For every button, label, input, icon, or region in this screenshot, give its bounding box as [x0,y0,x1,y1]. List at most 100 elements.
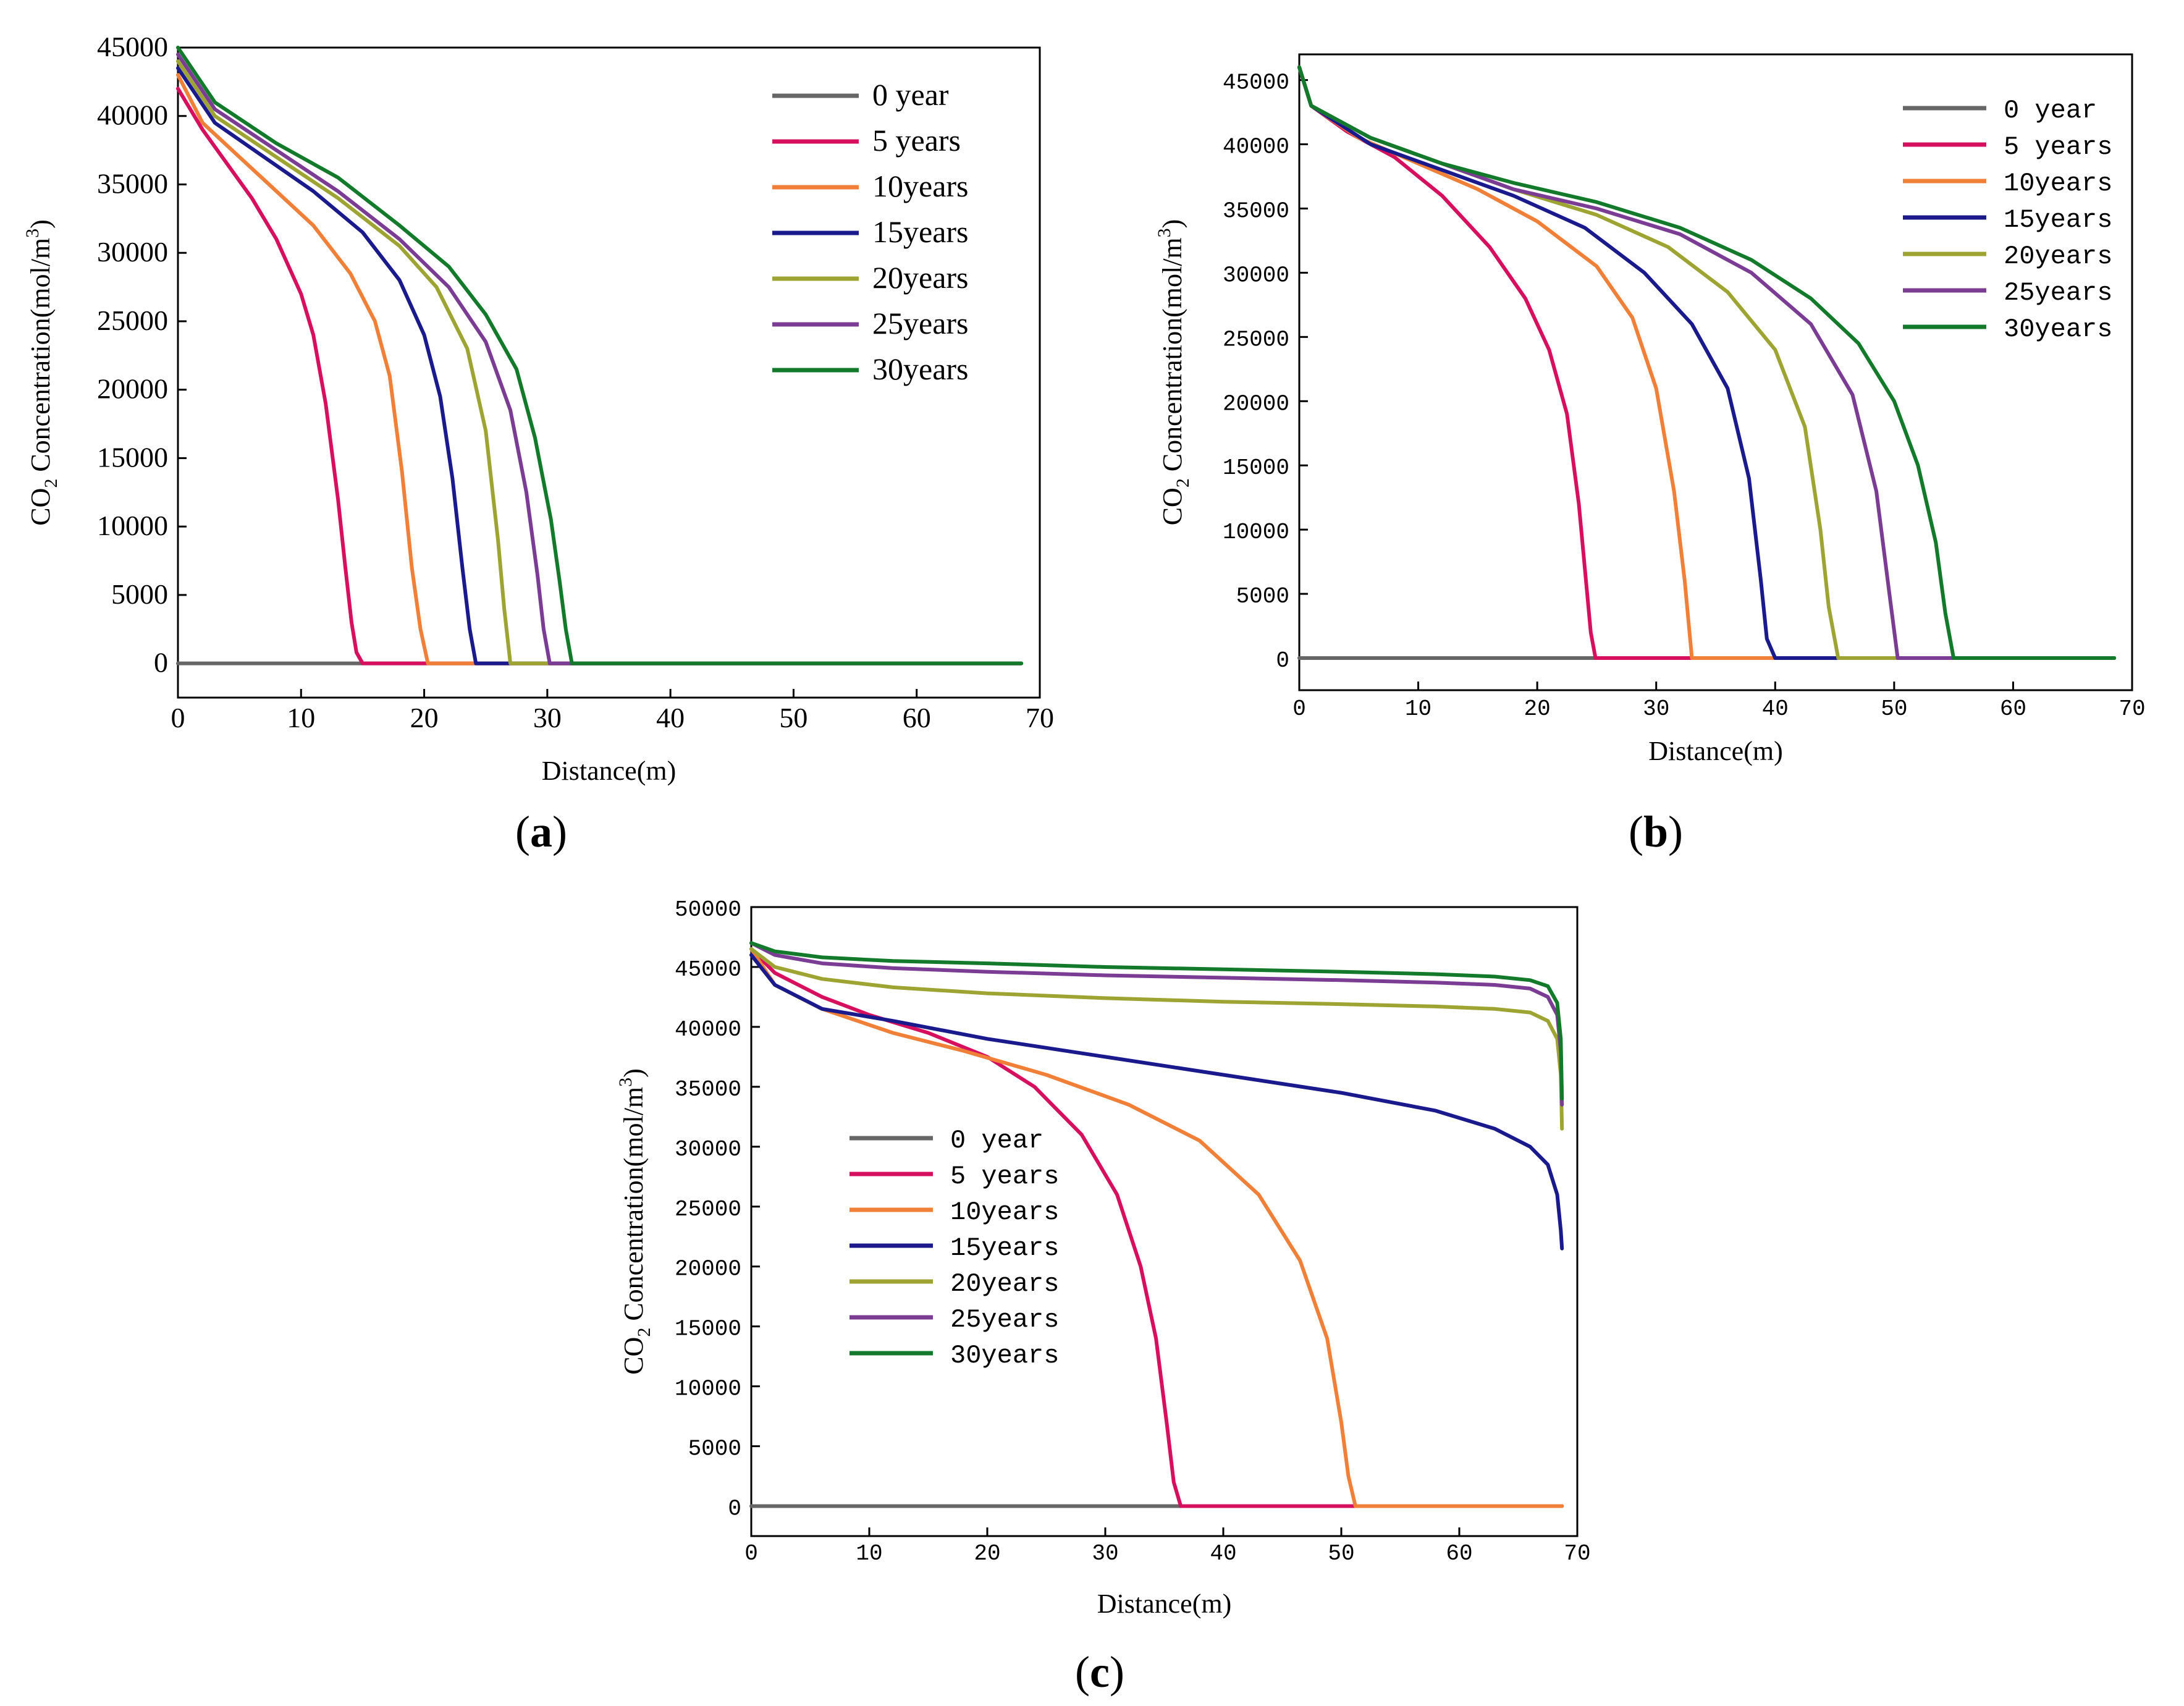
y-tick-label: 45000 [1223,70,1289,96]
x-tick-label: 70 [2119,696,2145,722]
legend-label: 0 year [2004,96,2097,125]
series-line-30years [176,46,1024,665]
x-tick-label: 60 [1446,1541,1472,1566]
y-tick-label: 5000 [1236,584,1289,609]
legend-label: 10years [872,169,969,203]
legend-label: 20years [872,260,969,295]
y-tick-label: 35000 [97,167,168,199]
x-tick-label: 70 [1564,1541,1590,1566]
series-line-20years [749,947,1564,1131]
legend: 0 year 5 years 10years 15years 20years 25year… [1903,96,2112,344]
y-tick-label: 5000 [111,578,168,610]
legend-label: 5 years [872,123,961,158]
x-tick-label: 10 [1405,696,1431,722]
series-line-15years [176,66,1024,665]
y-tick-label: 10000 [675,1377,741,1402]
y-tick-label: 25000 [97,305,168,336]
y-tick-label: 45000 [675,957,741,982]
legend-label: 15years [872,214,969,249]
plot-frame [750,906,1579,1537]
y-tick-label: 30000 [675,1137,741,1162]
series-line-10years [176,73,1024,665]
y-tick-label: 40000 [675,1017,741,1042]
series-line-15years [1297,65,2117,660]
legend-label: 0 year [950,1126,1044,1155]
series-line-25years [176,53,1024,665]
legend-label: 20years [950,1269,1059,1299]
series-line-25years [749,941,1564,1107]
legend-label: 10years [950,1197,1059,1227]
y-tick-label: 5000 [688,1437,741,1462]
x-axis-title: Distance(m) [1648,736,1782,766]
series-line-5-years [749,947,1564,1508]
y-tick-label: 0 [154,647,168,678]
y-tick-label: 25000 [1223,327,1289,352]
x-axis-title: Distance(m) [542,756,676,786]
x-tick-label: 10 [856,1541,882,1566]
series-line-20years [176,59,1024,665]
y-tick-label: 10000 [97,510,168,541]
series-line-15years [749,953,1564,1251]
y-tick-label: 15000 [675,1317,741,1342]
x-tick-label: 40 [1762,696,1789,722]
legend: 0 year 5 years 10years 15years 20years 25year… [772,77,969,386]
legend-label: 30years [872,352,969,386]
y-tick-label: 0 [728,1497,741,1522]
x-axis-title: Distance(m) [1097,1589,1231,1619]
x-tick-label: 0 [171,702,185,733]
series-line-10years [749,947,1564,1508]
y-tick-label: 0 [1276,648,1289,674]
chart-panel-c: 0 10 20 30 40 50 60 70 0 5000 10000 15000 20000 25000… [615,897,1591,1697]
x-tick-label: 20 [410,702,439,733]
y-tick-label: 40000 [1223,135,1289,160]
legend-label: 15years [950,1233,1059,1263]
legend-label: 0 year [872,77,949,112]
y-tick-label: 30000 [97,236,168,268]
y-axis-title: CO2 Concentration(mol/m3) [615,1068,654,1375]
y-tick-label: 15000 [97,441,168,473]
y-tick-label: 25000 [675,1197,741,1222]
legend-label: 25years [872,306,969,340]
x-tick-label: 60 [2000,696,2026,722]
x-tick-label: 60 [903,702,931,733]
y-tick-label: 20000 [97,373,168,405]
series-line-30years [749,941,1564,1101]
legend-label: 20years [2004,242,2112,271]
legend-label: 5 years [2004,132,2112,162]
plot-frame [177,46,1041,699]
x-tick-label: 20 [974,1541,1000,1566]
y-tick-label: 35000 [1223,198,1289,224]
x-tick-label: 30 [1092,1541,1118,1566]
x-tick-label: 40 [656,702,685,733]
y-tick-label: 35000 [675,1077,741,1102]
x-tick-label: 10 [287,702,315,733]
y-axis-title: CO2 Concentration(mol/m3) [22,219,61,526]
legend-label: 25years [950,1305,1059,1335]
legend-label: 5 years [950,1162,1059,1191]
chart-panel-a: 0 10 20 30 40 50 60 70 0 5000 10000 15000 20000 25000… [22,31,1054,856]
legend-label: 15years [2004,205,2112,235]
x-tick-label: 40 [1210,1541,1236,1566]
y-tick-label: 10000 [1223,520,1289,545]
x-tick-label: 0 [744,1541,758,1566]
y-tick-label: 40000 [97,99,168,131]
y-tick-label: 15000 [1223,455,1289,481]
legend-label: 10years [2004,169,2112,198]
panel-label: (c) [1075,1647,1124,1697]
x-tick-label: 0 [1292,696,1306,722]
y-tick-label: 20000 [1223,391,1289,416]
legend-label: 30years [950,1341,1059,1370]
panel-label: (b) [1629,807,1683,856]
legend-label: 25years [2004,278,2112,308]
y-tick-label: 20000 [675,1257,741,1282]
x-tick-label: 70 [1026,702,1054,733]
x-tick-label: 20 [1524,696,1551,722]
plot-frame [1298,53,2133,691]
x-tick-label: 30 [1643,696,1669,722]
y-tick-label: 50000 [675,897,741,923]
x-tick-label: 50 [1328,1541,1354,1566]
x-tick-label: 50 [779,702,807,733]
x-tick-label: 30 [533,702,562,733]
panel-label: (a) [515,807,567,856]
